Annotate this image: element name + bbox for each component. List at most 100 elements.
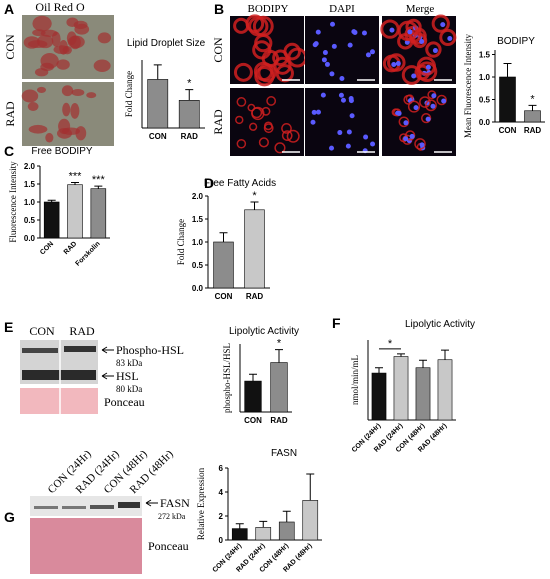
column-label: CON (29, 324, 55, 338)
stained-cell (236, 138, 247, 149)
nucleus (337, 130, 343, 136)
row-label: CON (211, 37, 225, 63)
nucleus (363, 134, 369, 140)
y-tick-label: 1.5 (24, 180, 36, 189)
stained-cell (401, 65, 422, 85)
lipid-cluster (93, 59, 111, 72)
nucleus (395, 61, 401, 67)
stained-cell (421, 113, 432, 124)
error-bar (153, 64, 162, 80)
y-tick-label: 0 (219, 536, 224, 545)
band (22, 348, 58, 353)
nucleus (389, 27, 395, 33)
x-tick-label: CON (215, 292, 233, 301)
nucleus (370, 141, 376, 147)
nucleus (322, 50, 328, 56)
y-tick-label: 2.0 (192, 192, 204, 201)
image-title: Oil Red O (35, 0, 85, 14)
bar (371, 372, 387, 421)
y-tick-label: 1.5 (479, 51, 491, 60)
y-tick-label: 0.5 (192, 261, 204, 270)
column-label: RAD (69, 324, 95, 338)
nucleus (352, 29, 358, 35)
lipid-cluster (40, 53, 59, 69)
annotation: *** (69, 171, 83, 183)
stained-cell (275, 64, 294, 83)
nucleus (369, 49, 375, 55)
stained-cell (419, 96, 431, 108)
nucleus (425, 64, 431, 70)
annotation: * (187, 78, 192, 90)
error-bar (503, 63, 512, 77)
micrograph (382, 88, 456, 156)
stained-cell (431, 14, 450, 33)
y-tick-label: 6 (219, 464, 224, 473)
y-tick-label: 2 (219, 512, 224, 521)
stained-cell (252, 15, 274, 37)
stained-cell (261, 106, 271, 116)
lipid-cluster (66, 17, 79, 28)
band-size: 80 kDa (116, 384, 142, 394)
error-bar (282, 510, 291, 522)
nucleus (324, 61, 330, 67)
column-label: Merge (406, 3, 435, 15)
nucleus (346, 129, 352, 135)
x-tick-label: RAD (63, 240, 79, 256)
stained-cell (425, 99, 437, 112)
ponceau-stain (20, 388, 98, 414)
error-bar (71, 182, 79, 185)
nucleus (447, 35, 453, 41)
nucleus (321, 57, 327, 63)
panel-letter: G (4, 509, 15, 525)
lipid-cluster (62, 102, 71, 117)
error-bar (259, 520, 268, 528)
error-bar (185, 89, 194, 101)
y-tick-label: 0.5 (479, 96, 491, 105)
stained-cell (253, 61, 274, 82)
stained-cell (235, 115, 244, 125)
nucleus (338, 92, 344, 98)
nucleus (329, 145, 335, 151)
nucleus (403, 136, 409, 142)
annotation: * (530, 93, 535, 105)
stained-cell (397, 20, 419, 42)
bar (437, 359, 453, 421)
error-bar (250, 201, 259, 210)
lipid-cluster (53, 45, 70, 55)
stained-cell (281, 130, 293, 141)
error-bar (249, 373, 257, 382)
stained-cell (416, 56, 437, 76)
error-bar (306, 473, 315, 501)
band-size: 83 kDa (116, 358, 142, 368)
chart-title: BODIPY (497, 36, 535, 47)
stained-cell (266, 96, 277, 106)
column-label: DAPI (329, 3, 355, 15)
nucleus (315, 29, 321, 35)
band-label: Phospho-HSL (116, 343, 184, 357)
lipid-cluster (37, 86, 46, 94)
y-tick-label: 1.0 (192, 238, 204, 247)
bar (302, 500, 319, 541)
y-tick-label: 4 (219, 488, 224, 497)
stained-cell (407, 100, 421, 113)
lipid-cluster (32, 15, 52, 32)
nucleus (365, 52, 371, 58)
y-tick-label: 1.5 (192, 215, 204, 224)
nucleus (411, 73, 417, 79)
bar (270, 362, 288, 413)
nucleus (431, 93, 437, 99)
nucleus (340, 97, 346, 103)
bar (244, 209, 265, 289)
row-label: RAD (211, 109, 225, 135)
nucleus (311, 109, 317, 115)
nucleus (391, 62, 397, 68)
row-label: CON (3, 34, 17, 60)
y-tick-label: 0.0 (24, 234, 36, 243)
nucleus (409, 133, 415, 139)
y-tick-label: 1.0 (479, 73, 491, 82)
stained-cell (387, 53, 406, 72)
nucleus (347, 42, 353, 48)
lipid-cluster (71, 88, 85, 97)
panel-letter: B (214, 1, 224, 17)
